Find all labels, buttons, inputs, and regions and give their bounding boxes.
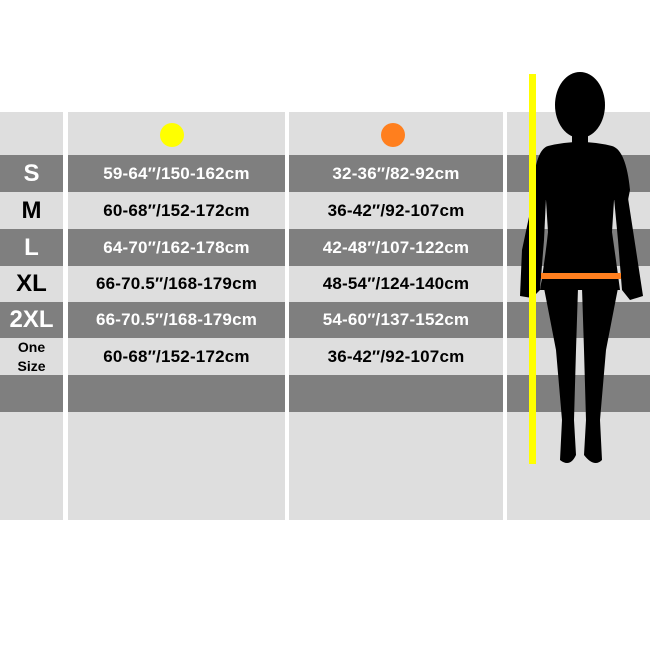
size-text: S: [23, 159, 40, 187]
height-text: 60-68″/152-172cm: [103, 346, 250, 366]
table-band: [0, 112, 63, 155]
hip-text: 36-42″/92-107cm: [327, 200, 465, 220]
cell-size: One Size: [0, 338, 63, 375]
hip-line: [541, 273, 621, 279]
cell-height: 64-70″/162-178cm: [68, 229, 285, 266]
hip-text: 48-54″/124-140cm: [322, 274, 470, 293]
hip-text: 36-42″/92-107cm: [327, 346, 465, 366]
height-marker-dot: [160, 123, 184, 147]
table-band: [0, 375, 63, 412]
cell-size: S: [0, 155, 63, 192]
size-text: One Size: [17, 338, 46, 374]
cell-height: 66-70.5″/168-179cm: [68, 302, 285, 338]
cell-hip: 48-54″/124-140cm: [289, 266, 503, 302]
cell-size: XL: [0, 266, 63, 302]
size-text: L: [24, 233, 39, 261]
cell-hip: 32-36″/82-92cm: [289, 155, 503, 192]
height-text: 59-64″/150-162cm: [103, 163, 250, 183]
cell-height: 66-70.5″/168-179cm: [68, 266, 285, 302]
size-text: M: [21, 196, 42, 224]
hip-text: 54-60″/137-152cm: [322, 310, 470, 329]
hip-text: 32-36″/82-92cm: [332, 163, 460, 183]
table-band: [289, 412, 503, 520]
height-text: 60-68″/152-172cm: [103, 200, 250, 220]
height-text: 66-70.5″/168-179cm: [95, 310, 258, 329]
cell-hip: 54-60″/137-152cm: [289, 302, 503, 338]
cell-hip: 36-42″/92-107cm: [289, 338, 503, 375]
cell-height: 60-68″/152-172cm: [68, 192, 285, 229]
cell-hip: 36-42″/92-107cm: [289, 192, 503, 229]
height-line: [529, 74, 536, 464]
cell-size: M: [0, 192, 63, 229]
size-text: XL: [16, 270, 47, 297]
height-text: 64-70″/162-178cm: [103, 237, 250, 257]
cell-height: 60-68″/152-172cm: [68, 338, 285, 375]
cell-height: 59-64″/150-162cm: [68, 155, 285, 192]
table-band: [68, 412, 285, 520]
size-text: 2XL: [9, 306, 54, 333]
table-band: [0, 412, 63, 520]
height-text: 66-70.5″/168-179cm: [95, 274, 258, 293]
cell-size: 2XL: [0, 302, 63, 338]
hip-marker-dot: [381, 123, 405, 147]
table-band: [68, 375, 285, 412]
hip-text: 42-48″/107-122cm: [322, 237, 470, 257]
cell-hip: 42-48″/107-122cm: [289, 229, 503, 266]
table-band: [289, 375, 503, 412]
cell-size: L: [0, 229, 63, 266]
